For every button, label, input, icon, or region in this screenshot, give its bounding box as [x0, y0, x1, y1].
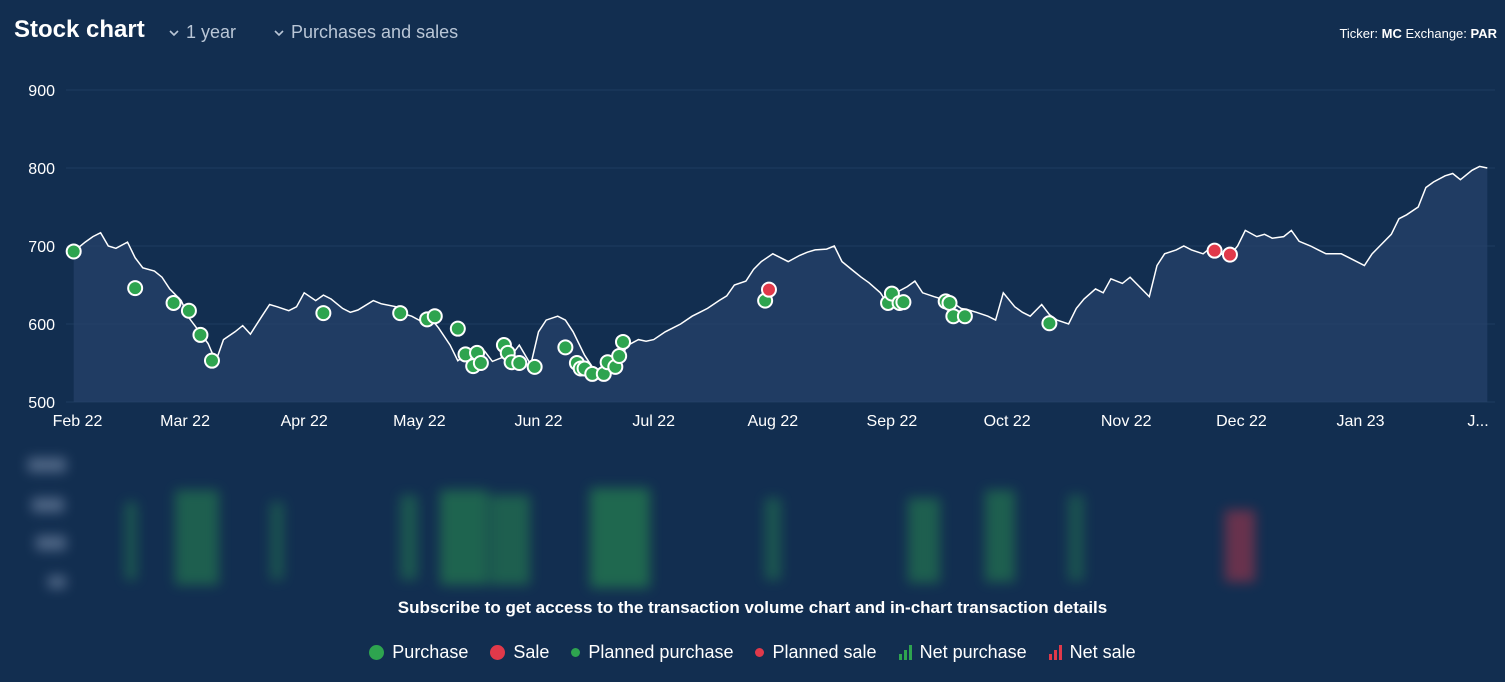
y-tick-label: 900: [28, 83, 55, 100]
x-tick-label: Feb 22: [53, 413, 103, 430]
net-sale-bars-icon: [1048, 645, 1062, 660]
y-axis-ticks: 500 600 700 800 900: [28, 83, 55, 412]
x-tick-label: Jan 23: [1337, 413, 1385, 430]
legend-net-sale-label: Net sale: [1069, 642, 1136, 662]
sale-marker[interactable]: [1206, 242, 1223, 259]
purchase-marker[interactable]: [472, 355, 489, 371]
blurred-volume-chart: [28, 458, 1255, 588]
x-axis-ticks: Feb 22 Mar 22 Apr 22 May 22 Jun 22 Jul 22 Aug …: [53, 413, 1489, 430]
legend-purchase[interactable]: Purchase: [369, 642, 468, 663]
purchase-marker[interactable]: [65, 243, 82, 260]
x-tick-label: Jul 22: [632, 413, 675, 430]
legend-net-purchase[interactable]: Net purchase: [898, 642, 1027, 663]
planned-purchase-dot-icon: [571, 648, 581, 657]
chevron-down-icon: [169, 29, 179, 36]
purchase-marker[interactable]: [557, 339, 574, 356]
purchase-marker[interactable]: [392, 305, 409, 322]
blurred-volume-axis: [28, 458, 66, 588]
chart-header: Stock chart 1 year Purchases and sales T…: [14, 14, 1497, 50]
chevron-down-icon: [274, 29, 284, 36]
y-tick-label: 700: [28, 239, 55, 256]
purchase-marker[interactable]: [315, 305, 332, 322]
page-title: Stock chart: [14, 16, 145, 43]
purchase-marker[interactable]: [941, 294, 958, 311]
exchange-label: Exchange:: [1405, 26, 1467, 41]
period-dropdown[interactable]: 1 year: [168, 22, 236, 43]
ticker-label: Ticker:: [1339, 26, 1378, 41]
sale-marker[interactable]: [1221, 246, 1238, 263]
purchase-marker[interactable]: [1041, 315, 1058, 332]
x-tick-label: Mar 22: [160, 413, 210, 430]
period-dropdown-label: 1 year: [186, 22, 237, 42]
blurred-volume-bars: [125, 488, 1255, 588]
subscribe-message[interactable]: Subscribe to get access to the transacti…: [397, 598, 1108, 617]
sale-markers[interactable]: [760, 242, 1238, 298]
sale-dot-icon: [490, 645, 506, 660]
sale-marker[interactable]: [760, 281, 777, 298]
x-tick-label: Nov 22: [1101, 413, 1152, 430]
x-tick-label: J...: [1467, 413, 1488, 430]
purchase-marker[interactable]: [449, 320, 466, 337]
legend-net-sale[interactable]: Net sale: [1048, 642, 1136, 663]
purchase-marker[interactable]: [127, 280, 144, 297]
chart-legend: Purchase Sale Planned purchase Planned s…: [0, 642, 1505, 663]
legend-purchase-label: Purchase: [392, 642, 469, 662]
legend-planned-sale[interactable]: Planned sale: [755, 642, 877, 663]
purchase-marker[interactable]: [192, 326, 209, 343]
ticker-info: Ticker: MC Exchange: PAR: [1339, 26, 1497, 41]
filter-dropdown[interactable]: Purchases and sales: [273, 22, 458, 43]
ticker-value: MC: [1381, 26, 1402, 41]
legend-planned-purchase-label: Planned purchase: [588, 642, 734, 662]
legend-net-purchase-label: Net purchase: [919, 642, 1027, 662]
planned-sale-dot-icon: [755, 648, 765, 657]
x-tick-label: Sep 22: [867, 413, 918, 430]
net-purchase-bars-icon: [898, 645, 912, 660]
y-tick-label: 600: [28, 317, 55, 334]
x-tick-label: Aug 22: [747, 413, 798, 430]
purchase-marker[interactable]: [180, 302, 197, 319]
stock-line-chart[interactable]: 500 600 700 800 900 Feb 22 Mar 22 Apr 22 May 22…: [0, 0, 1505, 440]
y-tick-label: 500: [28, 395, 55, 412]
purchase-marker[interactable]: [165, 294, 182, 311]
exchange-value: PAR: [1470, 26, 1497, 41]
filter-dropdown-label: Purchases and sales: [291, 22, 459, 42]
legend-sale[interactable]: Sale: [490, 642, 549, 663]
legend-sale-label: Sale: [513, 642, 550, 662]
price-line: [73, 165, 1488, 374]
legend-planned-sale-label: Planned sale: [772, 642, 877, 662]
purchase-marker[interactable]: [526, 358, 543, 375]
x-tick-label: Dec 22: [1216, 413, 1267, 430]
y-tick-label: 800: [28, 161, 55, 178]
price-area: [73, 166, 1488, 402]
x-tick-label: Oct 22: [984, 413, 1031, 430]
legend-planned-purchase[interactable]: Planned purchase: [571, 642, 733, 663]
purchase-marker[interactable]: [426, 308, 443, 325]
purchase-markers[interactable]: [65, 243, 1058, 382]
purchase-marker[interactable]: [203, 352, 220, 369]
purchase-dot-icon: [369, 645, 385, 660]
x-tick-label: May 22: [393, 413, 446, 430]
purchase-marker[interactable]: [511, 355, 528, 371]
purchase-marker[interactable]: [615, 333, 632, 350]
purchase-marker[interactable]: [895, 294, 912, 311]
purchase-marker[interactable]: [611, 347, 628, 364]
x-tick-label: Jun 22: [514, 413, 562, 430]
x-tick-label: Apr 22: [281, 413, 328, 430]
purchase-marker[interactable]: [956, 308, 973, 325]
